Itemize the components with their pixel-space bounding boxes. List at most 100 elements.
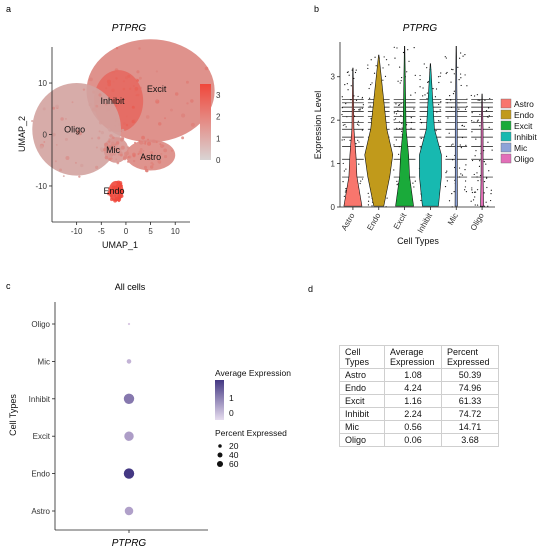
- dot-endo: [123, 468, 135, 479]
- panel-b-letter: b: [314, 4, 319, 14]
- umap-label-mic: Mic: [106, 145, 120, 155]
- dot-excit: [124, 431, 134, 441]
- legend-swatch-oligo: [500, 153, 512, 164]
- table-header: Average Expression: [384, 345, 442, 369]
- table-cell: Excit: [339, 394, 385, 408]
- pct-legend-dot: [217, 452, 223, 458]
- table-row: Oligo 0.06 3.68: [339, 433, 499, 447]
- dotplot-legend: Average Expression 10 Percent Expressed …: [215, 368, 291, 469]
- umap-y-label: UMAP_2: [17, 116, 27, 152]
- legend-label-endo: Endo: [514, 110, 534, 120]
- legend-label-astro: Astro: [514, 99, 534, 109]
- umap-xtick: 0: [124, 227, 129, 236]
- umap-ytick: 10: [38, 79, 47, 88]
- table-cell: 74.72: [441, 407, 499, 421]
- umap-plot: -10 -5 0 5 10 10 0 -10 UMAP_1 UMAP_2 Excit Inhi…: [17, 39, 215, 250]
- umap-colorbar: 3 2 1 0: [200, 84, 221, 165]
- violin-xtick: Mic: [446, 212, 460, 227]
- table-row: Inhibit 2.24 74.72: [339, 407, 499, 421]
- legend-swatch-inhibit: [500, 131, 512, 142]
- pct-legend-dot: [216, 460, 224, 468]
- violin-mic: [444, 46, 468, 208]
- legend-label-inhibit: Inhibit: [514, 132, 537, 142]
- umap-xtick: -5: [98, 227, 106, 236]
- table-row: Astro 1.08 50.39: [339, 368, 499, 382]
- umap-cells: [31, 39, 215, 203]
- colorbar-tick: 3: [216, 91, 221, 100]
- legend-swatch-mic: [500, 142, 512, 153]
- table-cell: 74.96: [441, 381, 499, 395]
- colorbar-tick: 0: [216, 156, 221, 165]
- umap-label-excit: Excit: [147, 84, 167, 94]
- table-cell: 14.71: [441, 420, 499, 434]
- dot-plot: Oligo Mic Inhibit Excit Endo Astro PTPRG Cell…: [8, 302, 208, 549]
- dot-ytick: Excit: [33, 432, 51, 441]
- dot-ytick: Inhibit: [29, 395, 51, 404]
- legend-label-excit: Excit: [514, 121, 533, 131]
- pct-expressed-legend-title: Percent Expressed: [215, 428, 287, 438]
- pct-legend-tick: 40: [229, 450, 239, 460]
- violin-xtick: Oligo: [469, 211, 486, 232]
- violin-title: PTPRG: [403, 23, 438, 34]
- umap-label-oligo: Oligo: [64, 124, 85, 134]
- legend-swatch-endo: [500, 109, 512, 120]
- dot-ytick: Oligo: [31, 320, 50, 329]
- violin-xtick: Astro: [340, 211, 357, 232]
- dot-astro: [124, 506, 134, 516]
- table-cell: 0.56: [384, 420, 442, 434]
- table-row: Excit 1.16 61.33: [339, 394, 499, 408]
- umap-xtick: 10: [171, 227, 180, 236]
- dot-ytick: Mic: [38, 357, 50, 366]
- dotplot-title: All cells: [115, 282, 146, 292]
- table-cell: 1.16: [384, 394, 442, 408]
- table-header: Percent Expressed: [441, 345, 499, 369]
- table-header: Cell Types: [339, 345, 385, 369]
- dot-oligo: [127, 322, 131, 326]
- table-cell: 1.08: [384, 368, 442, 382]
- umap-label-inhibit: Inhibit: [101, 96, 126, 106]
- violin-ytick: 1: [331, 160, 336, 169]
- legend-label-mic: Mic: [514, 143, 528, 153]
- violin-plot: 0 1 2 3 Astro Endo Excit Inhibit Mic Oligo Cell …: [313, 42, 495, 246]
- dot-inhibit: [123, 393, 135, 404]
- table-cell: 0.06: [384, 433, 442, 447]
- dotplot-x-label: PTPRG: [112, 538, 147, 549]
- legend-swatch-excit: [500, 120, 512, 131]
- dotplot-y-label: Cell Types: [8, 394, 18, 436]
- violin-ytick: 0: [331, 203, 336, 212]
- umap-label-endo: Endo: [104, 186, 125, 196]
- violin-ytick: 2: [331, 116, 336, 125]
- umap-cluster-endo: [107, 180, 124, 203]
- umap-cluster-oligo: [31, 83, 125, 178]
- umap-cluster-astro: [123, 138, 176, 173]
- colorbar-tick: 2: [216, 113, 221, 122]
- table-cell: 3.68: [441, 433, 499, 447]
- table-cell: Oligo: [339, 433, 385, 447]
- umap-ytick: -10: [35, 182, 47, 191]
- table-cell: Astro: [339, 368, 385, 382]
- pct-legend-tick: 20: [229, 441, 239, 451]
- dot-mic: [126, 359, 132, 364]
- legend-label-oligo: Oligo: [514, 154, 534, 164]
- table-cell: 4.24: [384, 381, 442, 395]
- violin-oligo: [470, 93, 493, 208]
- umap-label-astro: Astro: [140, 152, 161, 162]
- umap-xtick: 5: [148, 227, 153, 236]
- violin-excit: [393, 46, 416, 207]
- violin-x-label: Cell Types: [397, 236, 439, 246]
- violin-xtick: Inhibit: [416, 211, 435, 235]
- umap-ytick: 0: [43, 131, 48, 140]
- umap-xtick: -10: [71, 227, 83, 236]
- table-cell: 50.39: [441, 368, 499, 382]
- avg-legend-tick: 0: [229, 408, 234, 418]
- violin-inhibit: [418, 63, 442, 207]
- pct-legend-dot: [218, 444, 222, 448]
- table-cell: Inhibit: [339, 407, 385, 421]
- pct-legend-tick: 60: [229, 459, 239, 469]
- violin-y-label: Expression Level: [313, 91, 323, 160]
- panel-c-letter: c: [6, 281, 11, 291]
- table-row: Mic 0.56 14.71: [339, 420, 499, 434]
- table-cell: 2.24: [384, 407, 442, 421]
- umap-cluster-mic: [103, 136, 130, 165]
- violin-endo: [364, 54, 394, 208]
